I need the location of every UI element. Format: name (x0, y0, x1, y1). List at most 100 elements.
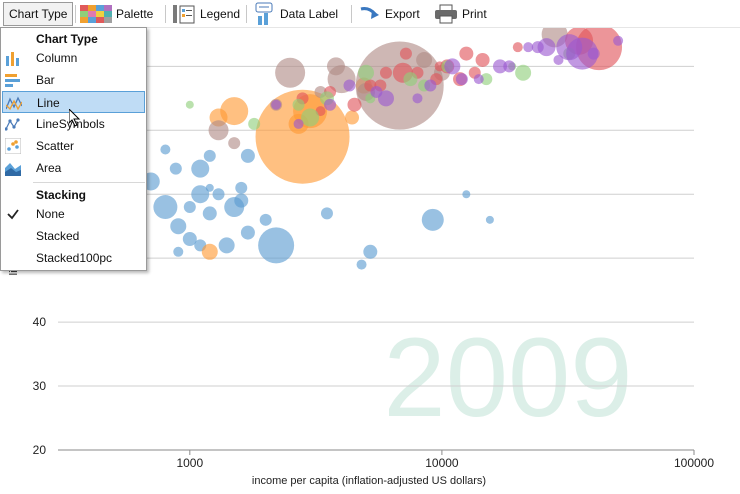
chart-type-header: Chart Type (36, 32, 98, 46)
menu-item-label: Bar (36, 73, 55, 87)
data-bubble (169, 162, 182, 175)
menu-item-stacked100pc[interactable]: Stacked100pc (2, 247, 145, 269)
data-bubble (235, 181, 248, 194)
chart-type-dropdown-menu: Chart Type Column Bar Line LineSymbols S… (0, 27, 147, 271)
data-bubble (553, 54, 564, 65)
export-label: Export (385, 7, 420, 21)
toolbar-separator (75, 5, 76, 23)
chart-type-button[interactable]: Chart Type (3, 2, 74, 26)
data-bubble (421, 208, 444, 231)
print-icon (435, 4, 457, 24)
data-bubble (485, 215, 494, 224)
data-bubble (153, 195, 178, 220)
data-bubble (399, 47, 412, 60)
palette-button[interactable]: Palette (80, 2, 153, 26)
data-bubble (503, 60, 516, 73)
data-label-icon (255, 2, 273, 25)
data-bubble (379, 66, 392, 79)
data-bubble (377, 90, 394, 107)
y-tick-label: 20 (33, 443, 47, 457)
menu-item-stacked[interactable]: Stacked (2, 225, 145, 247)
column-chart-icon (6, 52, 19, 66)
data-bubble (160, 144, 171, 155)
chart-type-label: Chart Type (9, 7, 68, 21)
data-bubble (587, 47, 600, 60)
data-bubble (326, 57, 345, 76)
toolbar: Chart Type Palette Legend Data Label Exp… (0, 0, 740, 28)
data-bubble (480, 73, 493, 86)
data-bubble (523, 42, 534, 53)
menu-item-area[interactable]: Area (2, 157, 145, 179)
palette-label: Palette (116, 7, 154, 21)
data-bubble (324, 98, 337, 111)
menu-item-scatter[interactable]: Scatter (2, 135, 145, 157)
menu-item-none[interactable]: None (2, 203, 145, 225)
line-symbols-chart-icon (5, 118, 20, 131)
data-bubble (358, 64, 375, 81)
mouse-cursor-icon (69, 109, 81, 127)
export-icon (360, 7, 379, 19)
data-bubble (370, 85, 383, 98)
data-bubble (218, 237, 235, 254)
bubble-chart: 200920304050607080100010000100000income … (8, 28, 714, 487)
x-tick-label: 10000 (425, 456, 459, 470)
data-bubble (301, 108, 320, 127)
data-bubble (203, 149, 216, 162)
menu-item-linesymbols[interactable]: LineSymbols (2, 113, 145, 135)
y-tick-label: 40 (33, 315, 47, 329)
menu-item-line[interactable]: Line (2, 91, 145, 113)
legend-button[interactable]: Legend (172, 2, 240, 26)
toolbar-separator (165, 5, 166, 23)
scatter-chart-icon (5, 138, 21, 154)
data-bubble (416, 51, 433, 68)
data-bubble (205, 183, 214, 192)
data-bubble (240, 225, 255, 240)
menu-item-label: Stacked (36, 229, 80, 243)
palette-icon (80, 5, 112, 23)
menu-item-label: Area (36, 161, 62, 175)
data-bubble (212, 188, 225, 201)
menu-item-label: LineSymbols (36, 117, 105, 131)
print-button[interactable]: Print (434, 2, 487, 26)
data-bubble (462, 190, 471, 199)
menu-item-bar[interactable]: Bar (2, 69, 145, 91)
data-bubble (259, 213, 272, 226)
area-chart-icon (5, 163, 21, 176)
menu-item-label: Stacked100pc (36, 251, 113, 265)
data-bubble (343, 79, 356, 92)
data-bubble (356, 259, 367, 270)
menu-item-column[interactable]: Column (2, 47, 145, 69)
data-bubble (173, 246, 184, 257)
year-watermark: 2009 (383, 315, 632, 440)
data-label-button[interactable]: Data Label (254, 2, 338, 26)
data-bubble (240, 148, 255, 163)
data-bubble (191, 159, 210, 178)
line-chart-icon (6, 96, 22, 111)
data-bubble (403, 72, 418, 87)
data-bubble (201, 243, 218, 260)
legend-icon (173, 5, 195, 24)
data-bubble (271, 99, 282, 110)
data-bubble (455, 73, 468, 86)
print-label: Print (462, 7, 487, 21)
stacking-header: Stacking (36, 188, 87, 202)
bar-chart-icon (5, 74, 20, 87)
data-bubble (182, 232, 197, 246)
data-bubble (475, 52, 490, 67)
x-tick-label: 100000 (674, 456, 714, 470)
data-bubble (170, 218, 187, 235)
legend-label: Legend (200, 7, 241, 21)
export-button[interactable]: Export (359, 2, 420, 26)
toolbar-separator (351, 5, 352, 23)
checkmark-icon (7, 209, 19, 220)
data-bubble (234, 193, 249, 208)
data-bubble (531, 41, 544, 54)
menu-item-label: Line (37, 96, 60, 110)
data-bubble (183, 201, 196, 214)
data-bubble (556, 34, 583, 61)
x-axis-label: income per capita (inflation-adjusted US… (252, 475, 486, 487)
menu-separator (33, 182, 145, 183)
data-bubble (515, 64, 532, 81)
data-bubble (512, 42, 523, 53)
data-bubble (459, 46, 474, 61)
